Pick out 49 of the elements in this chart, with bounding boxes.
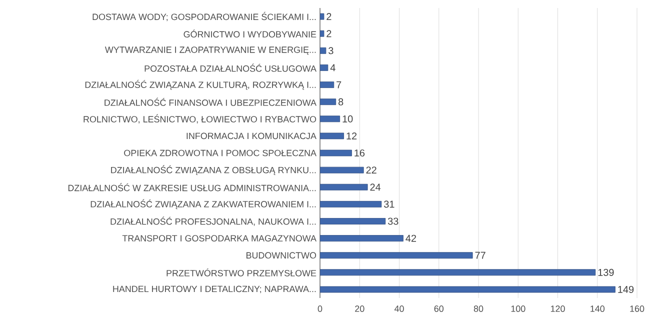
data-label: 10 bbox=[342, 115, 353, 122]
data-label: 4 bbox=[330, 64, 336, 72]
data-label: 7 bbox=[336, 81, 342, 88]
data-label: 24 bbox=[370, 184, 381, 191]
x-tick-label: 0 bbox=[318, 306, 322, 312]
y-tick-label: TRANSPORT I GOSPODARKA MAGAZYNOWA bbox=[122, 235, 316, 242]
bar bbox=[320, 269, 596, 276]
y-tick-label: GÓRNICTWO I WYDOBYWANIE bbox=[184, 30, 316, 38]
data-label: 139 bbox=[598, 268, 614, 276]
bar bbox=[320, 200, 382, 208]
data-label: 22 bbox=[366, 166, 376, 174]
data-label: 31 bbox=[384, 200, 394, 208]
x-tick-label: 60 bbox=[434, 306, 444, 312]
x-tick-label: 100 bbox=[511, 306, 526, 312]
y-tick-label: WYTWARZANIE I ZAOPATRYWANIE W ENERGIĘ... bbox=[104, 46, 316, 55]
data-label: 33 bbox=[388, 218, 398, 225]
y-tick-label: DZIAŁALNOŚĆ ZWIĄZANA Z KULTURĄ, ROZRYWKĄ I... bbox=[85, 80, 316, 90]
bar bbox=[320, 184, 368, 190]
y-tick-label: DZIAŁALNOŚĆ ZWIĄZANA Z OBSŁUGĄ RYNKU... bbox=[111, 165, 316, 175]
y-tick-label: DZIAŁALNOŚĆ FINANSOWA I UBEZPIECZENIOWA bbox=[104, 98, 316, 106]
y-tick-label: DZIAŁALNOŚĆ ZWIĄZANA Z ZAKWATEROWANIEM I... bbox=[90, 199, 316, 210]
bar bbox=[320, 218, 386, 224]
data-label: 3 bbox=[328, 47, 334, 54]
y-tick-label: INFORMACJA I KOMUNIKACJA bbox=[186, 132, 316, 140]
y-tick-label: HANDEL HURTOWY I DETALICZNY; NAPRAWA... bbox=[113, 286, 316, 294]
x-tick-label: 140 bbox=[590, 306, 605, 312]
y-tick-label: OPIEKA ZDROWOTNA I POMOC SPOŁECZNA bbox=[124, 150, 316, 156]
y-tick-label: DZIAŁALNOŚĆ PROFESJONALNA, NAUKOWA I... bbox=[110, 216, 316, 226]
data-label: 149 bbox=[618, 286, 634, 293]
y-tick-label: ROLNICTWO, LEŚNICTWO, ŁOWIECTWO I RYBACTWO bbox=[84, 114, 316, 124]
x-tick-label: 80 bbox=[474, 306, 484, 312]
data-label: 8 bbox=[338, 98, 344, 106]
x-tick-label: 20 bbox=[355, 306, 364, 312]
data-label: 12 bbox=[346, 132, 357, 140]
bar bbox=[320, 252, 473, 259]
x-tick-label: 40 bbox=[394, 306, 404, 312]
y-tick-label: DZIAŁALNOŚĆ W ZAKRESIE USŁUG ADMINISTROWANIA... bbox=[68, 183, 316, 192]
data-label: 2 bbox=[326, 13, 332, 20]
bar bbox=[320, 235, 404, 242]
data-label: 42 bbox=[406, 234, 416, 242]
y-tick-label: PRZETWÓRSTWO PRZEMYSŁOWE bbox=[166, 268, 316, 276]
x-tick-label: 160 bbox=[630, 306, 644, 312]
y-tick-label: POZOSTAŁA DZIAŁALNOŚĆ USŁUGOWA bbox=[144, 64, 316, 72]
data-label: 2 bbox=[326, 30, 332, 38]
y-tick-label: DOSTAWA WODY; GOSPODAROWANIE ŚCIEKAMI I... bbox=[92, 12, 316, 22]
data-label: 16 bbox=[354, 149, 365, 157]
y-tick-label: BUDOWNICTWO bbox=[246, 252, 316, 259]
x-tick-label: 120 bbox=[550, 306, 565, 312]
data-label: 77 bbox=[475, 252, 486, 259]
